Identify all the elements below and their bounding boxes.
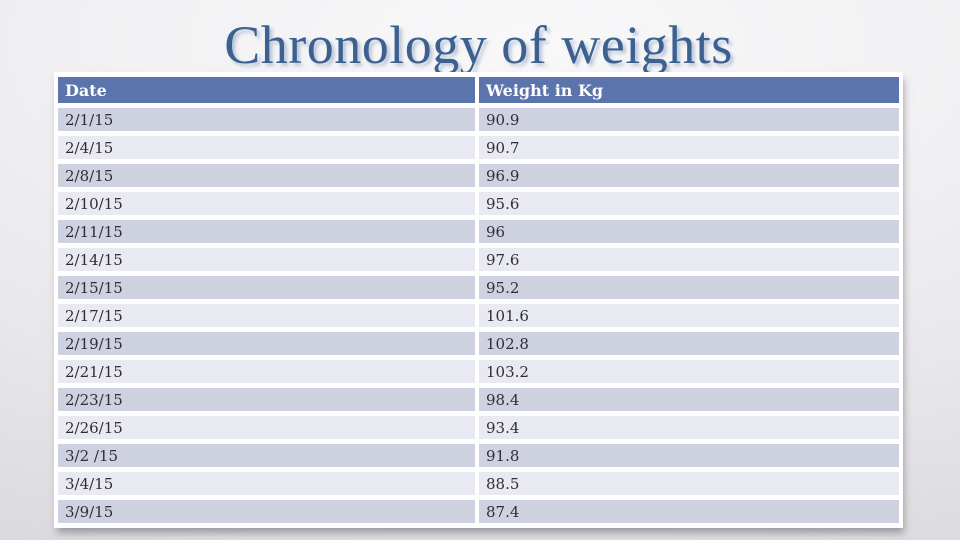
table-row: 2/14/15 97.6 — [58, 248, 899, 271]
weight-cell: 102.8 — [479, 332, 899, 355]
weight-cell: 101.6 — [479, 304, 899, 327]
date-cell: 2/15/15 — [58, 276, 475, 299]
weight-cell: 98.4 — [479, 388, 899, 411]
weight-cell: 95.6 — [479, 192, 899, 215]
weight-cell: 97.6 — [479, 248, 899, 271]
table-body: 2/1/15 90.9 2/4/15 90.7 2/8/15 96.9 2/10/15 95.… — [58, 108, 899, 523]
weight-cell: 87.4 — [479, 500, 899, 523]
date-cell: 2/26/15 — [58, 416, 475, 439]
column-header-weight: Weight in Kg — [479, 77, 899, 103]
weight-cell: 103.2 — [479, 360, 899, 383]
table-row: 2/11/15 96 — [58, 220, 899, 243]
weight-cell: 96.9 — [479, 164, 899, 187]
table-row: 2/19/15 102.8 — [58, 332, 899, 355]
date-cell: 2/17/15 — [58, 304, 475, 327]
date-cell: 2/4/15 — [58, 136, 475, 159]
table-row: 3/2 /15 91.8 — [58, 444, 899, 467]
weight-cell: 90.9 — [479, 108, 899, 131]
table-row: 2/8/15 96.9 — [58, 164, 899, 187]
column-header-date: Date — [58, 77, 475, 103]
table-header-row: Date Weight in Kg — [58, 77, 899, 103]
date-cell: 2/8/15 — [58, 164, 475, 187]
weight-cell: 88.5 — [479, 472, 899, 495]
date-cell: 2/21/15 — [58, 360, 475, 383]
table-row: 2/17/15 101.6 — [58, 304, 899, 327]
date-cell: 2/1/15 — [58, 108, 475, 131]
table-row: 2/1/15 90.9 — [58, 108, 899, 131]
table-row: 3/4/15 88.5 — [58, 472, 899, 495]
table-row: 2/21/15 103.2 — [58, 360, 899, 383]
date-cell: 3/9/15 — [58, 500, 475, 523]
table-row: 2/23/15 98.4 — [58, 388, 899, 411]
table-row: 2/4/15 90.7 — [58, 136, 899, 159]
table-row: 3/9/15 87.4 — [58, 500, 899, 523]
weight-cell: 93.4 — [479, 416, 899, 439]
table-row: 2/26/15 93.4 — [58, 416, 899, 439]
date-cell: 2/10/15 — [58, 192, 475, 215]
weight-cell: 95.2 — [479, 276, 899, 299]
weight-cell: 90.7 — [479, 136, 899, 159]
table-row: 2/15/15 95.2 — [58, 276, 899, 299]
table-row: 2/10/15 95.6 — [58, 192, 899, 215]
date-cell: 2/19/15 — [58, 332, 475, 355]
date-cell: 2/14/15 — [58, 248, 475, 271]
weight-cell: 91.8 — [479, 444, 899, 467]
weight-cell: 96 — [479, 220, 899, 243]
date-cell: 2/23/15 — [58, 388, 475, 411]
date-cell: 2/11/15 — [58, 220, 475, 243]
weights-table: Date Weight in Kg 2/1/15 90.9 2/4/15 90.7 2/… — [54, 72, 903, 528]
date-cell: 3/2 /15 — [58, 444, 475, 467]
date-cell: 3/4/15 — [58, 472, 475, 495]
slide-title: Chronology of weights — [224, 15, 733, 75]
